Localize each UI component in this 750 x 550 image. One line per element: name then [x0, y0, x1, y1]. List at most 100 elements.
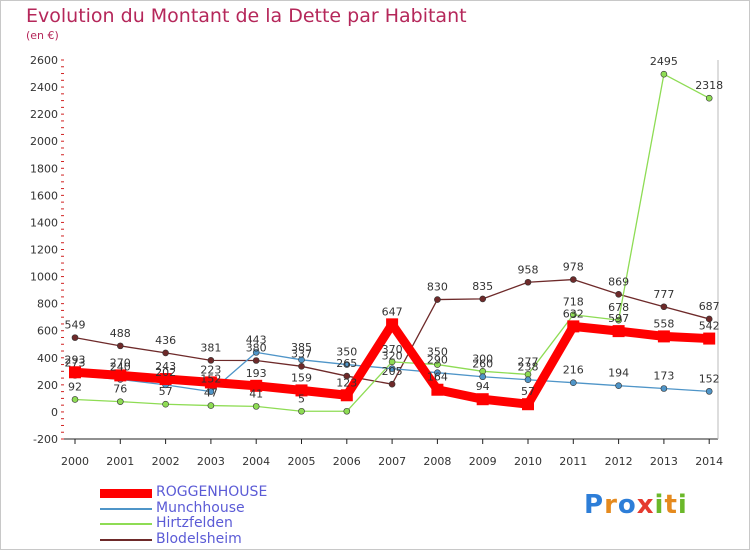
data-label: 57: [521, 385, 535, 398]
data-point: [386, 318, 399, 331]
data-label: 443: [246, 333, 267, 346]
data-point: [612, 325, 625, 338]
data-label: 205: [382, 365, 403, 378]
data-label: 243: [155, 360, 176, 373]
data-point: [522, 398, 534, 411]
legend-label: Munchhouse: [156, 499, 245, 516]
y-tick-label: 1200: [30, 244, 58, 257]
data-label: 385: [291, 341, 312, 354]
legend-swatch: [100, 507, 152, 510]
data-point: [343, 407, 351, 415]
data-label: 678: [608, 301, 629, 314]
data-point: [569, 276, 577, 283]
data-label: 978: [563, 261, 584, 274]
data-label: 41: [249, 387, 263, 400]
y-tick-label: 1400: [30, 216, 58, 229]
data-label: 94: [476, 380, 490, 393]
data-label: 238: [518, 361, 539, 374]
data-label: 123: [336, 376, 357, 389]
data-label: 164: [427, 371, 448, 384]
data-point: [615, 382, 622, 389]
data-label: 152: [699, 372, 720, 385]
data-point: [295, 384, 308, 397]
y-tick-label: 2000: [30, 135, 58, 148]
data-point: [114, 369, 127, 382]
data-label: 92: [68, 380, 82, 393]
data-label: 216: [563, 364, 584, 377]
data-label: 558: [653, 317, 674, 330]
data-point: [340, 389, 353, 402]
x-tick-label: 2010: [514, 455, 542, 468]
data-point: [479, 295, 487, 303]
data-point: [524, 376, 532, 384]
data-point: [204, 376, 217, 389]
data-label: 57: [159, 385, 173, 398]
y-tick-label: 1800: [30, 162, 58, 175]
data-point: [434, 296, 441, 303]
logo-letter: r: [604, 490, 618, 520]
data-label: 152: [200, 373, 221, 386]
logo-letter: i: [677, 490, 688, 520]
data-point: [71, 334, 79, 341]
data-label: 869: [608, 275, 629, 288]
data-point: [660, 303, 668, 311]
x-tick-label: 2005: [288, 455, 316, 468]
logo-letter: t: [664, 490, 678, 520]
data-point: [434, 369, 441, 376]
data-point: [569, 379, 577, 386]
data-point: [388, 358, 396, 366]
legend-swatch: [100, 538, 152, 541]
x-tick-label: 2009: [469, 455, 497, 468]
data-label: 647: [382, 305, 403, 318]
x-tick-label: 2014: [695, 455, 723, 468]
x-tick-label: 2012: [605, 455, 633, 468]
data-label: 958: [518, 263, 539, 276]
data-point: [479, 373, 487, 381]
y-tick-label: 2200: [30, 108, 58, 121]
data-point: [524, 278, 532, 286]
legend-swatch: [100, 488, 152, 498]
data-point: [615, 316, 622, 324]
data-point: [660, 385, 668, 392]
data-label: 290: [427, 354, 448, 367]
legend-label: Hirtzfelden: [156, 515, 233, 531]
data-point: [162, 400, 169, 408]
data-label: 542: [699, 320, 720, 333]
data-label: 173: [653, 370, 674, 383]
data-point: [252, 349, 260, 356]
data-label: 260: [472, 358, 493, 371]
data-label: 320: [382, 350, 403, 363]
x-tick-label: 2002: [152, 455, 180, 468]
data-point: [117, 342, 124, 350]
data-label: 76: [113, 383, 127, 396]
data-point: [431, 383, 444, 396]
x-tick-label: 2001: [106, 455, 134, 468]
chart-axes: -200 0 200 400 600 800 1000 1200 1400 1600 1800 200…: [30, 54, 723, 468]
x-tick-label: 2013: [650, 455, 678, 468]
data-label: 273: [65, 356, 86, 369]
data-label: 488: [110, 327, 131, 340]
data-point: [705, 315, 713, 323]
proxiti-logo: Proxiti: [584, 490, 688, 520]
data-label: 300: [472, 352, 493, 365]
data-label: 47: [204, 387, 218, 400]
data-point: [567, 320, 580, 333]
data-point: [252, 357, 260, 364]
y-tick-label: 2400: [30, 81, 58, 94]
data-label: 2495: [650, 55, 678, 68]
data-label: 835: [472, 280, 493, 293]
data-label: 2318: [695, 79, 723, 92]
chart-unit-label: (en €): [26, 29, 59, 42]
data-point: [252, 403, 260, 410]
data-label: 240: [110, 360, 131, 373]
legend-label: Blodelsheim: [156, 530, 242, 547]
data-label: 223: [200, 363, 221, 376]
data-point: [615, 291, 622, 298]
data-point: [207, 388, 215, 395]
x-tick-label: 2011: [559, 455, 587, 468]
data-point: [298, 356, 305, 364]
logo-letter: x: [636, 490, 655, 520]
data-label: 549: [65, 319, 86, 332]
data-point: [117, 398, 124, 405]
